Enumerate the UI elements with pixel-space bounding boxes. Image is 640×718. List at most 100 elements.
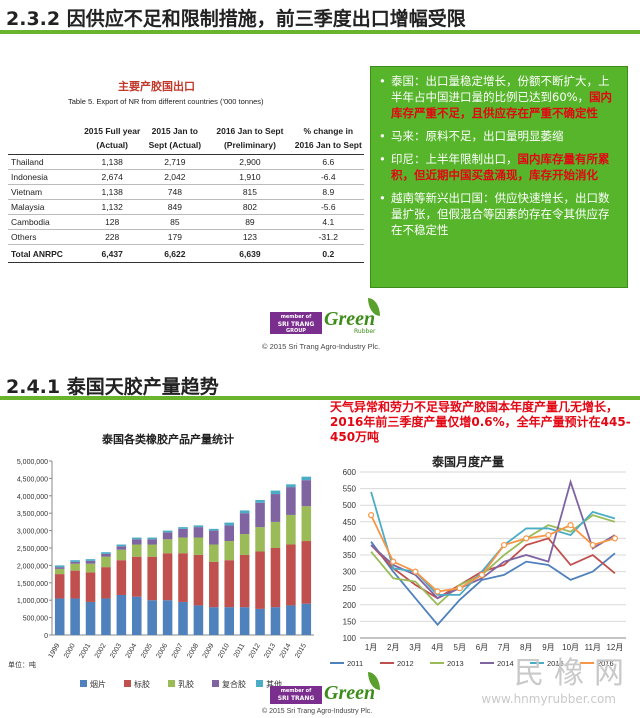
x-tick-label: 5月 — [454, 643, 466, 652]
bar-segment — [162, 530, 173, 533]
bar-segment — [286, 487, 296, 515]
x-tick-label: 2015 — [294, 642, 308, 659]
x-tick-label: 2011 — [233, 642, 247, 659]
bar-segment — [209, 607, 219, 635]
table-title-cn: 主要产胶国出口 — [118, 80, 195, 93]
bar-segment — [193, 605, 204, 635]
sri-trang-badge: member of SRI TRANG — [270, 686, 322, 704]
bullet-text: 越南等新兴出口国：供应快速增长，出口数量扩张，但假混合等因素的存在令其供应存在不… — [391, 191, 610, 237]
legend-label: 2016 — [597, 659, 614, 668]
x-tick-label: 6月 — [476, 643, 488, 652]
bar-segment — [147, 539, 157, 545]
bar-segment — [301, 603, 312, 635]
series-line — [370, 541, 616, 627]
y-tick-label: 1,500,000 — [17, 581, 48, 588]
table-cell: 2,674 — [82, 169, 143, 185]
bar-segment — [239, 513, 250, 535]
table-cell: Vietnam — [8, 184, 82, 200]
bar-segment — [239, 554, 250, 608]
y-tick-label: 200 — [343, 601, 357, 610]
bar-segment — [286, 514, 296, 545]
bar-segment — [131, 537, 142, 540]
table-cell: 0.2 — [292, 244, 364, 263]
bar-segment — [70, 570, 80, 599]
y-tick-label: 1,000,000 — [17, 598, 48, 605]
table-header: % change in 2016 Jan to Sept — [292, 122, 364, 155]
data-point — [434, 588, 441, 595]
company-logo: member of SRI TRANG GROUP Green Rubber — [270, 298, 390, 342]
bar-segment — [178, 537, 188, 554]
bar-segment — [116, 560, 127, 595]
copyright: © 2015 Sri Trang Agro-Industry Plc. — [262, 708, 373, 715]
bar-segment — [270, 490, 281, 495]
table-cell: 815 — [207, 184, 293, 200]
bar-segment — [286, 605, 296, 635]
y-tick-label: 4,500,000 — [17, 476, 48, 483]
bar-segment — [239, 607, 250, 635]
logo-word: Green — [324, 308, 376, 330]
table-cell: 849 — [142, 199, 208, 215]
table-cell: -6.4 — [292, 169, 364, 185]
legend-label: 复合胶 — [222, 679, 246, 689]
commentary-bullet: 泰国：出口量稳定增长，份额不断扩大，上半年占中国进口量的比例已达到60%，国内库… — [377, 73, 617, 121]
legend-label: 乳胶 — [178, 679, 194, 689]
x-tick-label: 4月 — [431, 643, 443, 652]
x-tick-label: 2003 — [109, 642, 123, 659]
x-tick-label: 2月 — [387, 643, 399, 652]
table-cell: -31.2 — [292, 229, 364, 245]
y-tick-label: 0 — [44, 633, 48, 640]
badge-line: GROUP — [286, 328, 306, 334]
bar-segment — [224, 560, 235, 608]
table-cell: 179 — [142, 229, 208, 245]
legend-swatch — [80, 680, 87, 687]
bar-chart-title: 泰国各类橡胶产品产量统计 — [101, 432, 234, 446]
bar-segment — [101, 567, 111, 599]
bar-segment — [162, 553, 173, 601]
table-cell: 1,138 — [82, 184, 143, 200]
legend-label: 2014 — [497, 659, 514, 668]
table-cell: Thailand — [8, 154, 82, 170]
table-cell: 89 — [207, 214, 293, 230]
table-caption: Table 5. Export of NR from different cou… — [68, 97, 264, 106]
bar-segment — [101, 556, 111, 568]
table-row: Cambodia 128 85 89 4.1 — [8, 214, 364, 230]
badge-line: SRI TRANG — [277, 695, 315, 702]
y-tick-label: 100 — [343, 634, 357, 643]
x-tick-label: 3月 — [409, 643, 421, 652]
bar-segment — [209, 528, 219, 531]
bar-segment — [131, 544, 142, 557]
table-cell: 2,719 — [142, 154, 208, 170]
series-line — [370, 491, 616, 596]
legend-label: 2011 — [347, 659, 363, 668]
bar-segment — [116, 546, 127, 550]
bar-segment — [54, 598, 65, 635]
legend-label: 其他 — [266, 679, 282, 689]
bar-segment — [54, 574, 65, 599]
bar-segment — [255, 499, 265, 503]
table-header: 2015 Jan to Sept (Actual) — [142, 122, 208, 155]
table-cell: Cambodia — [8, 214, 82, 230]
data-point — [567, 522, 574, 529]
table-cell: 1,138 — [82, 154, 143, 170]
export-commentary-box: 泰国：出口量稳定增长，份额不断扩大，上半年占中国进口量的比例已达到60%，国内库… — [370, 66, 628, 288]
legend-label: 2015 — [547, 659, 564, 668]
table-header: 2015 Full year (Actual) — [82, 122, 143, 155]
table-row: Indonesia 2,674 2,042 1,910 -6.4 — [8, 169, 364, 185]
table-cell: 4.1 — [292, 214, 364, 230]
bar-segment — [193, 525, 204, 528]
legend-label: 烟片 — [90, 679, 106, 689]
x-tick-label: 9月 — [542, 643, 554, 652]
export-table: 2015 Full year (Actual) 2015 Jan to Sept… — [8, 122, 364, 263]
unit-label: 单位：吨 — [8, 660, 36, 669]
bar-segment — [54, 565, 65, 568]
copyright: © 2015 Sri Trang Agro-Industry Plc. — [262, 342, 381, 351]
x-tick-label: 2009 — [202, 642, 216, 659]
commentary-bullet: 马来：原料不足，出口量明显萎缩 — [377, 128, 617, 144]
sri-trang-badge: member of SRI TRANG GROUP — [270, 312, 322, 334]
table-header-row: 2015 Full year (Actual) 2015 Jan to Sept… — [8, 122, 364, 155]
bar-segment — [131, 539, 142, 545]
legend-swatch — [256, 680, 263, 687]
table-cell: 2,900 — [207, 154, 293, 170]
table-row: Vietnam 1,138 748 815 8.9 — [8, 184, 364, 200]
bar-segment — [239, 534, 250, 555]
